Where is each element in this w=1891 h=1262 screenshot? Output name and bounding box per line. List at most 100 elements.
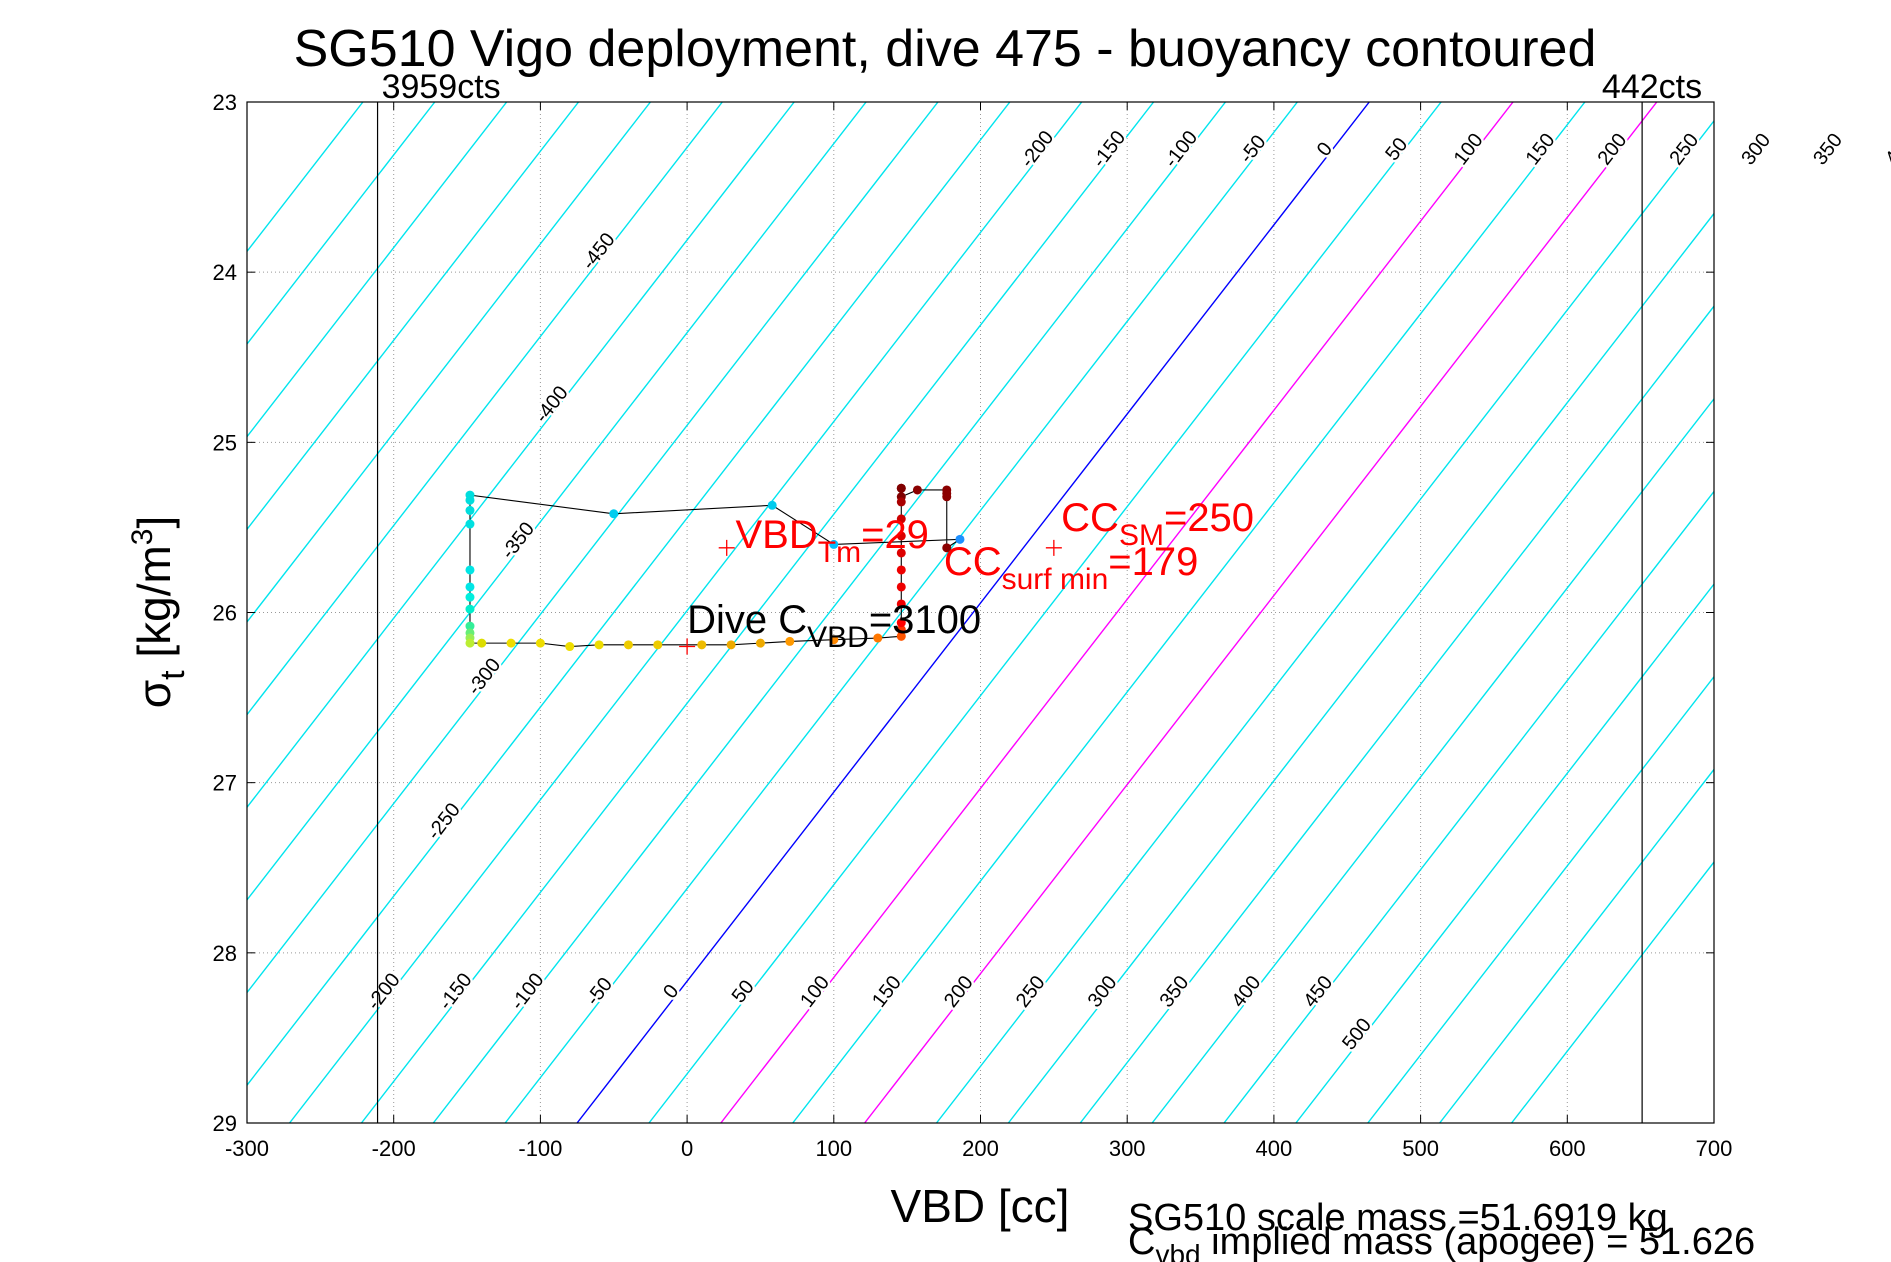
contour-line	[648, 102, 1442, 1123]
contour-line	[247, 102, 795, 809]
y-tick-label: 25	[213, 430, 237, 455]
vbd-limit-label: 3959cts	[382, 68, 501, 106]
y-label-end: ]	[128, 516, 180, 529]
contour-line	[247, 102, 723, 716]
x-axis-ticks: -300 -200 -100 0 100 200 300 400 500 600 700	[225, 102, 1732, 1161]
contour-label: 100	[1450, 129, 1488, 169]
marker-cross	[718, 539, 735, 556]
trajectory-point	[896, 618, 906, 628]
trajectory-point	[767, 500, 777, 510]
trajectory-point	[465, 519, 475, 529]
y-tick-label: 27	[213, 771, 237, 796]
trajectory-point	[896, 565, 906, 575]
annotation-tail: =3100	[869, 598, 981, 642]
trajectory-point	[506, 638, 516, 648]
dive-trajectory	[465, 483, 965, 652]
contour-line	[1151, 397, 1714, 1123]
contour-line	[360, 102, 1155, 1123]
contour-label: 0	[659, 981, 683, 1003]
x-axis-label: VBD [cc]	[891, 1180, 1070, 1232]
contour-line	[1439, 768, 1714, 1123]
trajectory-point	[896, 548, 906, 558]
x-tick-label: 200	[962, 1136, 999, 1161]
contour-label: -200	[363, 969, 405, 1014]
annotation-cc-sm: CCSM=250	[1061, 496, 1254, 552]
svg-text:Cvbd implied mass (apogee) = 5: Cvbd implied mass (apogee) = 51.626	[1128, 1221, 1755, 1262]
x-tick-label: -100	[518, 1136, 562, 1161]
annotation-tail: =179	[1108, 540, 1198, 584]
svg-text:σt [kg/m3]: σt [kg/m3]	[126, 516, 192, 709]
y-label-main: [kg/m	[128, 545, 180, 670]
contour-label: 400	[1881, 129, 1891, 169]
trajectory-point	[726, 640, 736, 650]
trajectory-point	[465, 495, 475, 505]
contour-label: -450	[578, 229, 620, 274]
contour-label: 200	[940, 972, 978, 1012]
contour-line	[1511, 860, 1714, 1123]
footer-text: SG510 scale mass =51.6919 kg Cvbd implie…	[1128, 1197, 1755, 1262]
y-label-sub: t	[154, 670, 192, 680]
y-tick-label: 29	[213, 1111, 237, 1136]
trajectory-point	[609, 509, 619, 519]
contour-line	[247, 102, 939, 994]
trajectory-point	[942, 492, 952, 502]
annotation-sub: Tm	[818, 536, 861, 569]
x-tick-label: 300	[1109, 1136, 1146, 1161]
trajectory-point	[535, 638, 545, 648]
annotation-sub: surf min	[1002, 563, 1109, 596]
trajectory-point	[755, 638, 765, 648]
annotation-main: CC	[944, 540, 1002, 584]
chart-title: SG510 Vigo deployment, dive 475 - buoyan…	[294, 20, 1597, 78]
vbd-limit-lines: 3959cts 442cts	[376, 68, 1702, 1123]
contour-line	[1367, 675, 1714, 1123]
annotation-main: VBD	[736, 513, 818, 557]
y-label-base: σ	[128, 680, 180, 708]
contour-label: 300	[1737, 129, 1775, 169]
contour-label: -50	[582, 974, 617, 1010]
contour-label: 150	[1522, 129, 1560, 169]
trajectory-point	[896, 582, 906, 592]
contour-line	[247, 102, 436, 346]
trajectory-point	[594, 640, 604, 650]
trajectory-point	[873, 633, 883, 643]
trajectory-point	[697, 640, 707, 650]
contour-label: -300	[463, 654, 505, 699]
contour-label: -400	[531, 382, 573, 427]
trajectory-point	[955, 534, 965, 544]
contour-label: 300	[1084, 972, 1122, 1012]
annotation-dive-cvbd: Dive CVBD=3100	[687, 598, 981, 654]
y-label-sup: 3	[126, 529, 159, 546]
contour-line	[576, 102, 1370, 1123]
contour-line	[1007, 212, 1714, 1123]
contour-label: 350	[1809, 129, 1847, 169]
contour-line	[864, 102, 1658, 1123]
contour-label: 400	[1228, 972, 1266, 1012]
x-tick-label: 100	[815, 1136, 852, 1161]
contour-label: 250	[1012, 972, 1050, 1012]
trajectory-point	[896, 599, 906, 609]
marker-cross	[1045, 539, 1062, 556]
trajectory-point	[465, 565, 475, 575]
contour-label: -100	[1160, 127, 1202, 172]
trajectory-point	[942, 543, 952, 553]
contour-label: 450	[1299, 972, 1337, 1012]
trajectory-point	[477, 638, 487, 648]
contour-line	[792, 102, 1586, 1123]
y-tick-label: 23	[213, 90, 237, 115]
contour-label: -250	[423, 799, 465, 844]
y-tick-label: 26	[213, 601, 237, 626]
annotation-cc-surf-min: CCsurf min=179	[944, 540, 1199, 596]
trajectory-point	[896, 631, 906, 641]
trajectory-point	[829, 635, 839, 645]
trajectory-point	[465, 505, 475, 515]
contour-label: 250	[1665, 129, 1703, 169]
contour-label: -50	[1235, 131, 1270, 167]
trajectory-point	[896, 514, 906, 524]
annotation-tail: =29	[861, 513, 929, 557]
trajectory-point	[623, 640, 633, 650]
y-axis-label: σt [kg/m3]	[126, 516, 192, 709]
contour-line	[1295, 582, 1714, 1123]
contour-line	[1223, 490, 1714, 1123]
